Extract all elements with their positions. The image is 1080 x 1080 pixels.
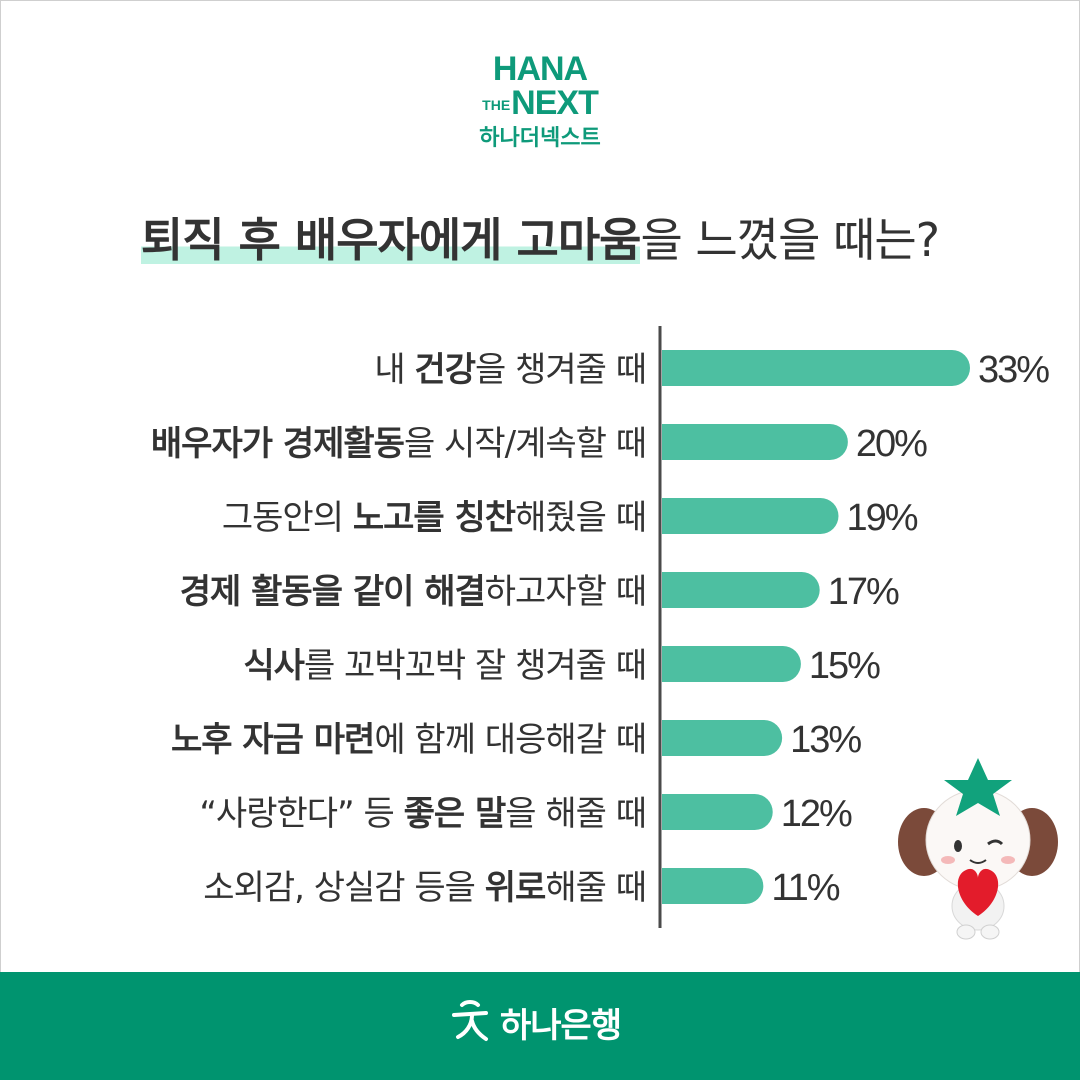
category-label-part: 해줄 때 [545, 868, 646, 908]
hana-bank-logo: 하나은행 [450, 992, 622, 1052]
logo-line-thenext: THENEXT [470, 86, 610, 122]
data-label: 13% [790, 719, 861, 761]
category-label-emphasis: 식사 [243, 646, 304, 686]
category-label-emphasis: 좋은 말 [404, 794, 506, 834]
category-label: 배우자가 경제활동을 시작/계속할 때 [151, 424, 646, 464]
data-label: 19% [846, 497, 917, 539]
bar [662, 868, 764, 904]
mascot-character-icon [898, 758, 1058, 940]
brand-name: 하나은행 [500, 1005, 622, 1046]
category-label: “사랑한다” 등 좋은 말을 해줄 때 [199, 794, 646, 834]
category-label-part: 해줬을 때 [515, 498, 646, 538]
logo-korean: 하나더넥스트 [479, 126, 601, 152]
category-label-part: 을 시작/계속할 때 [404, 424, 646, 464]
data-label: 17% [828, 571, 899, 613]
logo-next: NEXT [511, 84, 599, 122]
logo-line-hana: HANA [492, 50, 588, 88]
category-label: 식사를 꼬박꼬박 잘 챙겨줄 때 [243, 646, 646, 686]
category-label-part: 그동안의 [222, 498, 353, 538]
bar [662, 498, 839, 534]
category-label: 내 건강을 챙겨줄 때 [374, 350, 646, 390]
data-label: 11% [771, 867, 839, 909]
data-label: 20% [856, 423, 927, 465]
footer-band [0, 972, 1080, 1080]
bar [662, 794, 773, 830]
data-label: 15% [809, 645, 880, 687]
category-label-emphasis: 배우자가 경제활동 [151, 424, 405, 464]
category-label-part: 를 꼬박꼬박 잘 챙겨줄 때 [304, 646, 646, 686]
category-label-emphasis: 노고를 칭찬 [353, 498, 516, 538]
logo-the: THE [482, 97, 511, 114]
category-label-emphasis: 노후 자금 마련 [171, 720, 374, 760]
bar [662, 720, 783, 756]
category-label: 경제 활동을 같이 해결하고자할 때 [180, 572, 646, 612]
category-label-part: 에 함께 대응해갈 때 [374, 720, 646, 760]
category-label-emphasis: 경제 활동을 같이 해결 [180, 572, 485, 612]
data-label: 12% [781, 793, 852, 835]
category-label-part: 내 [374, 350, 414, 390]
category-label-part: 을 해줄 때 [505, 794, 646, 834]
category-label-part: 소외감, 상실감 등을 [203, 868, 484, 908]
category-label-part: “사랑한다” 등 [199, 794, 403, 834]
chart-title: 퇴직 후 배우자에게 고마움을 느꼈을 때는? [40, 204, 1040, 270]
hana-the-next-logo: HANA THENEXT 하나더넥스트 [470, 52, 610, 154]
title-rest: 을 느꼈을 때는? [640, 213, 940, 267]
category-label: 그동안의 노고를 칭찬해줬을 때 [222, 498, 646, 538]
bar [662, 572, 820, 608]
category-label-part: 을 챙겨줄 때 [475, 350, 646, 390]
bar [662, 350, 970, 386]
category-label-emphasis: 위로 [485, 868, 546, 908]
bar [662, 424, 848, 460]
bar [662, 646, 801, 682]
hana-bank-symbol-icon [452, 1000, 488, 1041]
data-label: 33% [978, 349, 1049, 391]
category-label-part: 하고자할 때 [485, 572, 646, 612]
title-highlight: 퇴직 후 배우자에게 고마움 [140, 213, 641, 267]
category-label-emphasis: 건강 [414, 350, 475, 390]
category-label: 노후 자금 마련에 함께 대응해갈 때 [171, 720, 646, 760]
category-label: 소외감, 상실감 등을 위로해줄 때 [203, 868, 646, 908]
